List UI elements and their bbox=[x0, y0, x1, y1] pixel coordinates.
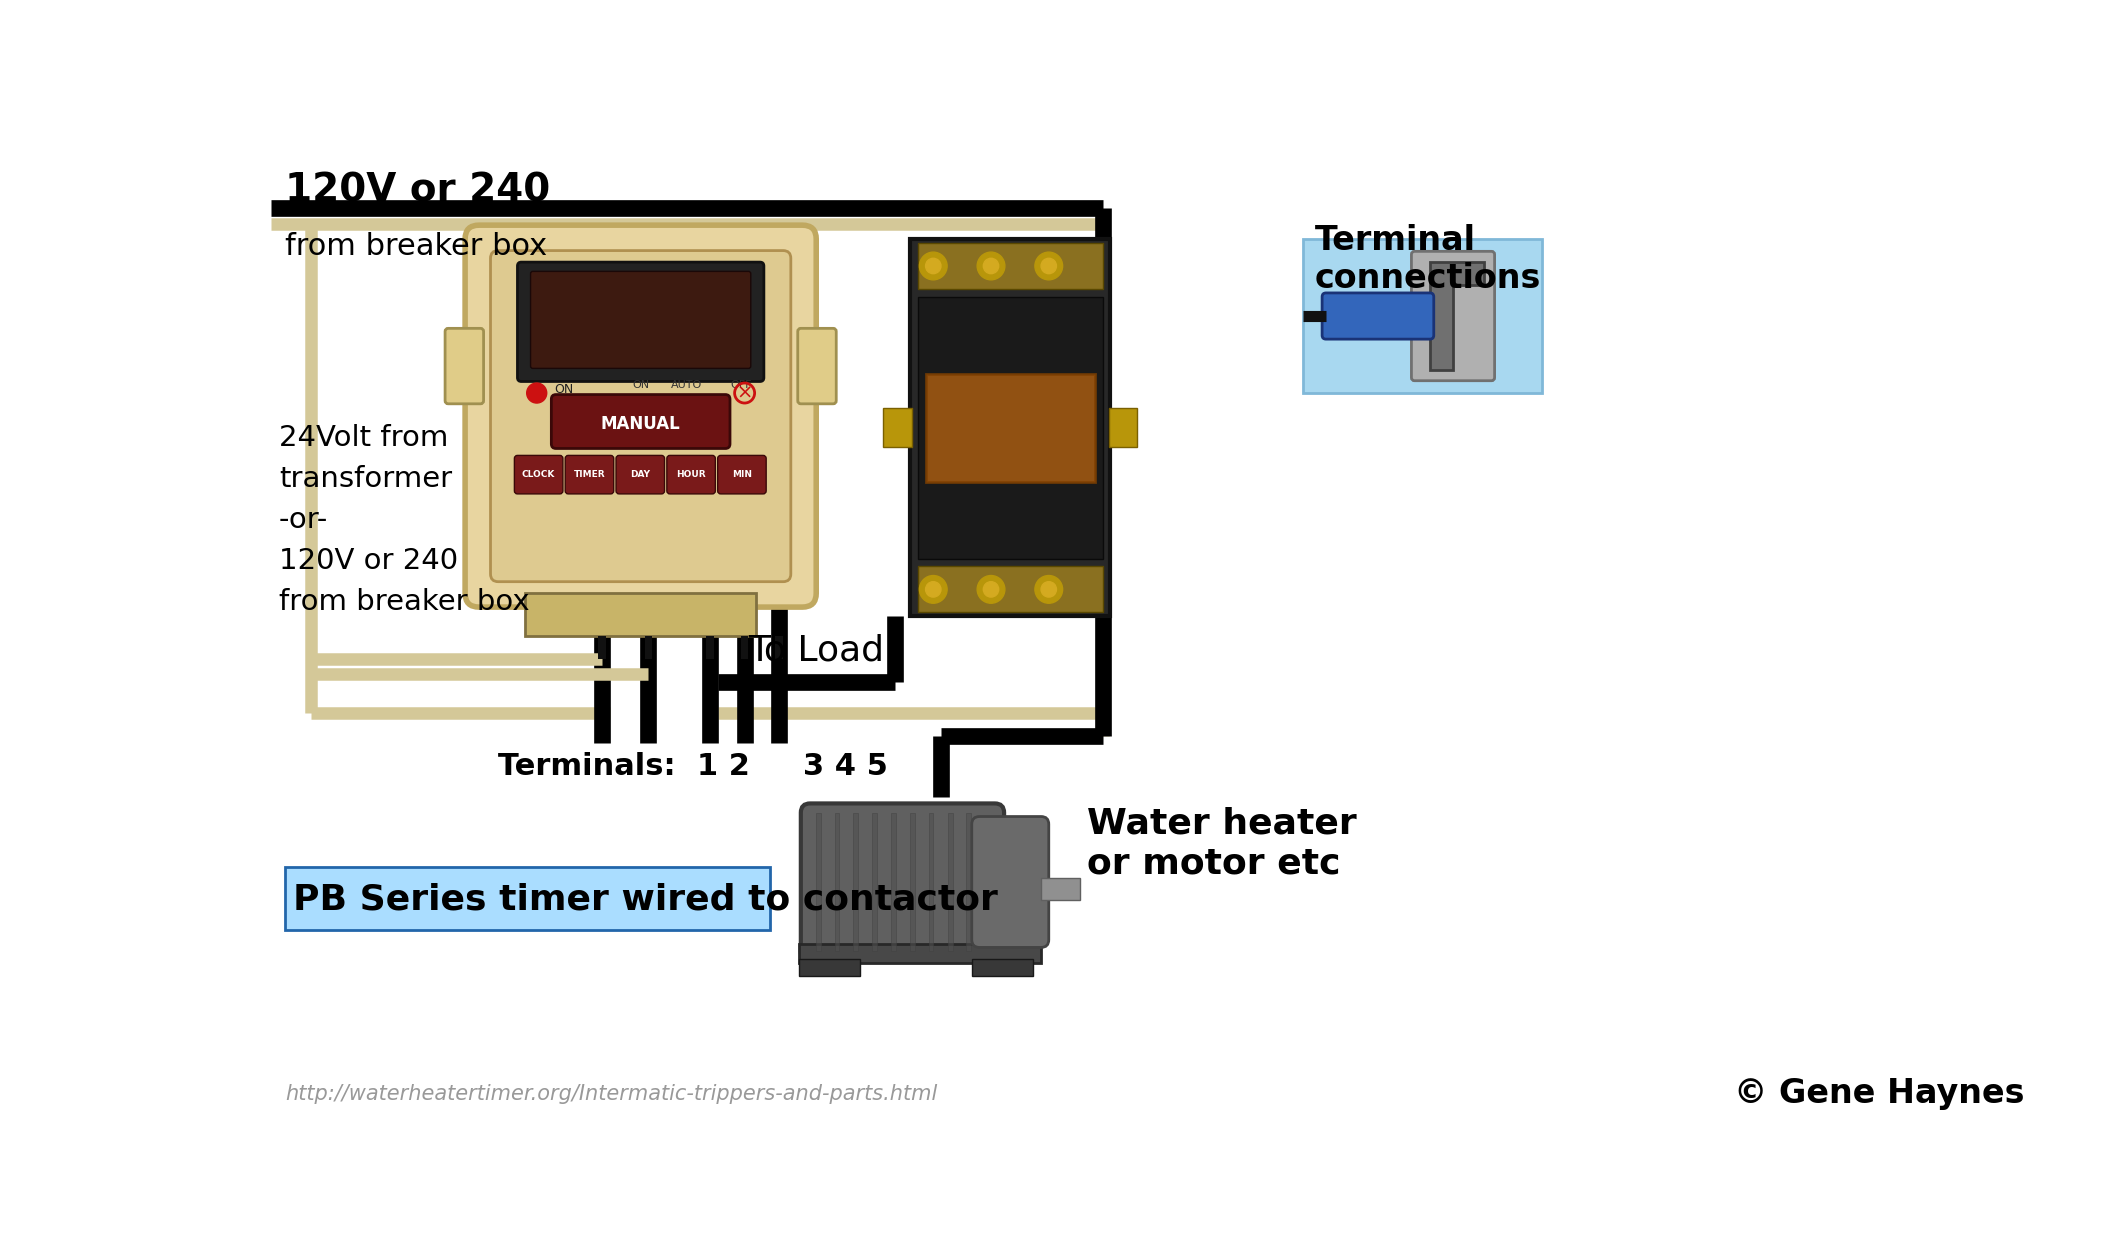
Bar bbox=[776, 636, 782, 658]
FancyBboxPatch shape bbox=[1412, 251, 1495, 381]
Bar bbox=[1303, 240, 1541, 393]
Circle shape bbox=[1042, 258, 1057, 273]
Text: ON: ON bbox=[631, 380, 648, 390]
FancyBboxPatch shape bbox=[972, 816, 1048, 948]
Bar bbox=[910, 813, 914, 952]
Circle shape bbox=[925, 258, 942, 273]
Bar bbox=[967, 813, 972, 952]
Bar bbox=[799, 959, 861, 976]
FancyBboxPatch shape bbox=[797, 329, 836, 404]
Circle shape bbox=[925, 582, 942, 597]
Text: OFF: OFF bbox=[729, 380, 750, 390]
FancyBboxPatch shape bbox=[466, 226, 816, 607]
Bar bbox=[597, 636, 606, 658]
Text: TIMER: TIMER bbox=[574, 470, 606, 479]
Polygon shape bbox=[1431, 262, 1484, 370]
Text: ON: ON bbox=[555, 384, 574, 396]
Bar bbox=[644, 636, 653, 658]
Bar bbox=[836, 813, 840, 952]
Text: CLOCK: CLOCK bbox=[523, 470, 555, 479]
Text: Terminals:  1 2     3 4 5: Terminals: 1 2 3 4 5 bbox=[497, 752, 889, 781]
Text: 120V or 240: 120V or 240 bbox=[285, 172, 551, 209]
Text: PB Series timer wired to contactor: PB Series timer wired to contactor bbox=[293, 883, 997, 917]
Text: http://waterheatertimer.org/Intermatic-trippers-and-parts.html: http://waterheatertimer.org/Intermatic-t… bbox=[285, 1083, 938, 1104]
Text: © Gene Haynes: © Gene Haynes bbox=[1735, 1077, 2024, 1110]
FancyBboxPatch shape bbox=[444, 329, 483, 404]
Bar bbox=[891, 813, 895, 952]
FancyBboxPatch shape bbox=[802, 804, 1003, 961]
Circle shape bbox=[527, 382, 546, 403]
Bar bbox=[525, 593, 757, 636]
Circle shape bbox=[918, 252, 946, 280]
Bar bbox=[972, 959, 1033, 976]
Text: MIN: MIN bbox=[731, 470, 753, 479]
Bar bbox=[918, 567, 1103, 612]
Bar bbox=[925, 374, 1095, 482]
FancyBboxPatch shape bbox=[1322, 293, 1433, 339]
Text: Terminal
connections: Terminal connections bbox=[1314, 223, 1541, 295]
Bar bbox=[918, 243, 1103, 290]
Bar bbox=[929, 813, 933, 952]
FancyBboxPatch shape bbox=[514, 455, 563, 494]
Text: 24Volt from
transformer
-or-
120V or 240
from breaker box: 24Volt from transformer -or- 120V or 240… bbox=[279, 424, 529, 617]
Text: AUTO: AUTO bbox=[672, 380, 702, 390]
Circle shape bbox=[1042, 582, 1057, 597]
FancyBboxPatch shape bbox=[285, 867, 770, 929]
Bar bbox=[918, 297, 1103, 558]
Bar bbox=[706, 636, 714, 658]
FancyBboxPatch shape bbox=[566, 455, 614, 494]
Bar bbox=[910, 240, 1110, 616]
Text: DAY: DAY bbox=[629, 470, 651, 479]
Bar bbox=[853, 813, 857, 952]
Circle shape bbox=[978, 576, 1006, 603]
FancyBboxPatch shape bbox=[532, 271, 750, 369]
Bar bbox=[816, 813, 821, 952]
Bar bbox=[1042, 878, 1080, 899]
Circle shape bbox=[984, 258, 999, 273]
FancyBboxPatch shape bbox=[719, 455, 765, 494]
Text: HOUR: HOUR bbox=[676, 470, 706, 479]
Bar bbox=[872, 813, 878, 952]
FancyBboxPatch shape bbox=[551, 395, 729, 449]
Bar bbox=[799, 943, 1042, 963]
Circle shape bbox=[984, 582, 999, 597]
Circle shape bbox=[1035, 252, 1063, 280]
Text: MANUAL: MANUAL bbox=[602, 415, 680, 433]
Bar bbox=[882, 409, 912, 446]
Circle shape bbox=[1035, 576, 1063, 603]
Circle shape bbox=[978, 252, 1006, 280]
FancyBboxPatch shape bbox=[517, 262, 763, 381]
Bar bbox=[1110, 409, 1137, 446]
Text: Water heater
or motor etc: Water heater or motor etc bbox=[1086, 806, 1356, 880]
FancyBboxPatch shape bbox=[491, 251, 791, 582]
Circle shape bbox=[918, 576, 946, 603]
Text: ×: × bbox=[736, 384, 753, 403]
Text: To Load: To Load bbox=[748, 635, 884, 668]
Bar bbox=[740, 636, 748, 658]
FancyBboxPatch shape bbox=[617, 455, 665, 494]
Text: from breaker box: from breaker box bbox=[285, 232, 546, 261]
FancyBboxPatch shape bbox=[668, 455, 714, 494]
Bar bbox=[948, 813, 952, 952]
